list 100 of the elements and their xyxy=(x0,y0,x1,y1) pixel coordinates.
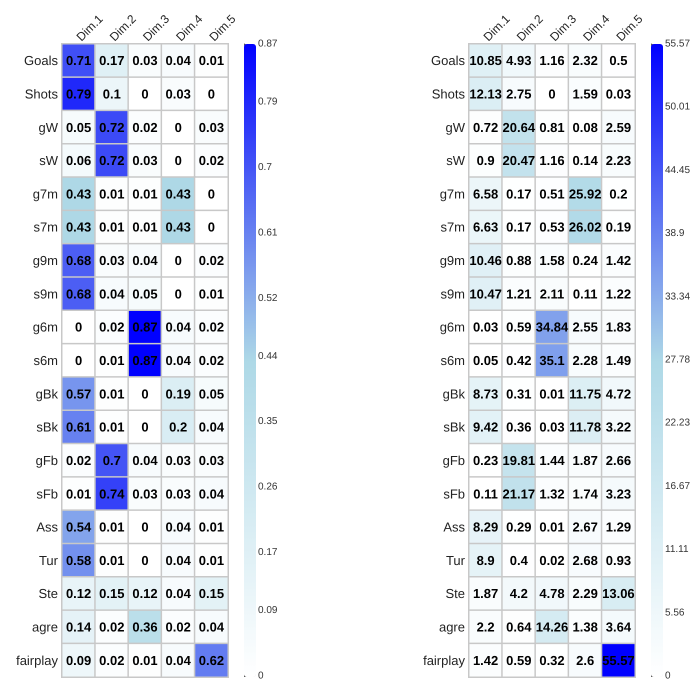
data-label: 4.93 xyxy=(506,53,532,68)
y-tick-label: s7m xyxy=(33,220,58,235)
data-label: 0.04 xyxy=(132,253,158,268)
data-label: 0.42 xyxy=(506,353,532,368)
data-label: 25.92 xyxy=(568,186,602,202)
data-label: 0.01 xyxy=(198,520,224,535)
color-bar-label: 16.67 xyxy=(665,480,690,492)
data-label: 0.36 xyxy=(506,420,532,435)
data-label: 0.04 xyxy=(166,520,192,535)
data-label: 0.01 xyxy=(99,552,124,568)
data-label: 0.03 xyxy=(472,320,498,335)
data-label: 0.06 xyxy=(66,153,92,168)
data-label: 0 xyxy=(74,320,82,335)
data-label: 2.59 xyxy=(606,120,632,135)
y-tick-label: g6m xyxy=(440,320,465,335)
data-label: 0.04 xyxy=(166,652,192,668)
data-label: 0.24 xyxy=(572,253,599,268)
y-tick-label: sW xyxy=(39,153,59,168)
data-label: 0.04 xyxy=(166,552,192,568)
color-bar-label: 0.35 xyxy=(258,416,278,428)
data-label: 11.75 xyxy=(569,386,602,402)
y-tick-label: sBk xyxy=(36,420,58,435)
data-label: 0.87 xyxy=(132,320,158,335)
data-label: 1.49 xyxy=(606,353,632,368)
color-bar-label: 33.34 xyxy=(665,291,690,302)
data-label: 8.9 xyxy=(476,552,495,568)
y-tick-label: Goals xyxy=(24,53,58,68)
data-label: 0.43 xyxy=(66,186,92,202)
y-tick-label: agre xyxy=(32,620,58,635)
data-label: 0.88 xyxy=(506,253,532,268)
data-label: 0.01 xyxy=(99,386,124,402)
data-label: 0.09 xyxy=(66,652,92,668)
y-tick-label: Shots xyxy=(432,86,466,102)
y-tick-label: g6m xyxy=(32,320,58,335)
data-label: 0.01 xyxy=(99,220,124,235)
data-label: 4.2 xyxy=(510,586,528,602)
data-label: 11.78 xyxy=(569,420,602,435)
data-label: 9.42 xyxy=(472,420,498,435)
data-label: 0.11 xyxy=(473,486,498,502)
data-label: 0.04 xyxy=(198,420,225,435)
data-label: 2.67 xyxy=(572,520,598,535)
y-tick-label: agre xyxy=(438,620,465,635)
data-label: 0.53 xyxy=(539,220,565,235)
color-bar-label: 0.52 xyxy=(258,292,278,304)
data-label: 1.21 xyxy=(506,286,532,302)
data-label: 0.05 xyxy=(132,286,158,302)
data-label: 1.16 xyxy=(539,53,565,68)
data-label: 20.47 xyxy=(502,153,536,168)
data-label: 0 xyxy=(141,520,149,535)
data-label: 4.78 xyxy=(539,586,565,602)
data-label: 0.01 xyxy=(66,486,92,502)
data-label: 13.06 xyxy=(602,586,635,602)
data-label: 0.15 xyxy=(198,586,224,602)
data-label: 2.28 xyxy=(572,353,598,368)
data-label: 2.11 xyxy=(540,286,564,302)
data-label: 0.81 xyxy=(539,120,565,135)
y-tick-label: g7m xyxy=(440,186,465,202)
y-tick-label: Ass xyxy=(36,520,58,535)
data-label: 0.58 xyxy=(66,552,92,568)
data-label: 0.59 xyxy=(506,320,532,335)
data-label: 4.72 xyxy=(606,386,632,402)
data-label: 0.31 xyxy=(506,386,532,402)
data-label: 21.17 xyxy=(502,486,536,502)
data-label: 0.2 xyxy=(169,420,188,435)
data-label: 0.02 xyxy=(198,320,224,335)
data-label: 2.55 xyxy=(572,320,598,335)
data-label: 0.01 xyxy=(539,386,565,402)
data-label: 0.03 xyxy=(606,86,632,102)
data-label: 0.04 xyxy=(166,353,192,368)
data-label: 0 xyxy=(174,253,182,268)
data-label: 0.02 xyxy=(198,153,224,168)
data-label: 0.01 xyxy=(198,53,224,68)
data-label: 14.26 xyxy=(536,620,568,635)
y-tick-label: sFb xyxy=(36,486,58,502)
data-label: 0.29 xyxy=(506,520,532,535)
y-tick-label: s6m xyxy=(440,353,465,368)
data-label: 1.42 xyxy=(472,652,498,668)
data-label: 0.03 xyxy=(166,452,191,468)
data-label: 0.74 xyxy=(99,486,126,502)
y-tick-label: sBk xyxy=(443,420,466,435)
data-label: 0.02 xyxy=(198,353,224,368)
data-label: 0.03 xyxy=(166,86,191,102)
data-label: 34.84 xyxy=(536,320,570,335)
data-label: 0.19 xyxy=(166,386,191,402)
data-label: 0 xyxy=(141,86,149,102)
data-label: 6.58 xyxy=(472,186,498,202)
data-label: 0.01 xyxy=(198,552,224,568)
color-bar-label: 0 xyxy=(665,670,671,681)
color-bar-label: 5.56 xyxy=(665,607,685,618)
data-label: 6.63 xyxy=(472,220,498,235)
data-label: 0.04 xyxy=(198,620,225,635)
data-label: 20.64 xyxy=(502,120,536,135)
data-label: 0.17 xyxy=(506,220,532,235)
data-label: 0.02 xyxy=(198,253,224,268)
data-label: 2.6 xyxy=(576,652,594,668)
data-label: 0.01 xyxy=(99,420,124,435)
data-label: 0 xyxy=(208,220,216,235)
data-label: 8.73 xyxy=(472,386,498,402)
data-label: 0.79 xyxy=(66,86,92,102)
y-tick-label: gW xyxy=(446,120,466,135)
